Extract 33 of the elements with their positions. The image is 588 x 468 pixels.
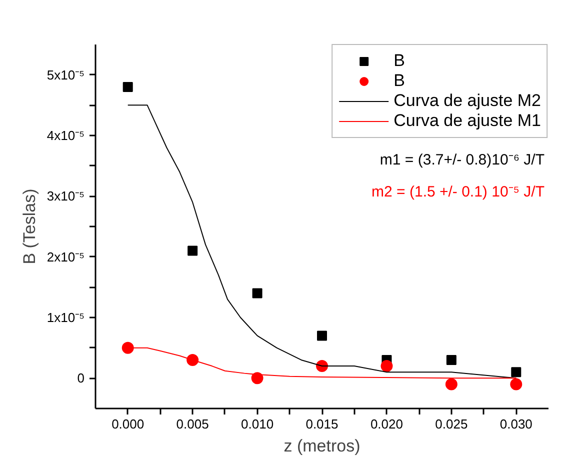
y-tick-label: 3x10⁻⁵: [46, 188, 85, 204]
point: [252, 288, 262, 298]
point: [317, 330, 327, 341]
point: [511, 367, 522, 378]
point: [380, 360, 393, 372]
y-tick-label: 5x10⁻⁵: [46, 67, 85, 82]
point: [251, 372, 264, 384]
x-tick-label: 0.025: [435, 416, 468, 432]
y-tick-label: 1x10⁻⁵: [46, 310, 85, 325]
legend-label: B: [394, 71, 406, 91]
annotation: m1 = (3.7+/- 0.8)10⁻⁶ J/T: [380, 152, 545, 168]
annotation: m2 = (1.5 +/- 0.1) 10⁻⁵ J/T: [372, 184, 544, 200]
x-tick-label: 0.020: [370, 416, 403, 432]
x-tick-label: 0.015: [306, 416, 338, 432]
point: [122, 342, 134, 354]
point: [446, 354, 456, 365]
point: [186, 354, 199, 366]
point: [188, 246, 198, 256]
y-axis-title: B (Teslas): [20, 188, 39, 264]
y-tick-label: 2x10⁻⁵: [46, 249, 85, 264]
x-tick-label: 0.005: [176, 416, 209, 432]
x-tick-label: 0.010: [241, 416, 274, 432]
point: [445, 378, 458, 390]
x-tick-label: 0.030: [500, 416, 532, 432]
point: [122, 82, 133, 92]
point: [510, 378, 522, 390]
legend-label: Curva de ajuste M1: [394, 111, 541, 131]
legend-label: B: [394, 51, 406, 71]
x-axis-title: z (metros): [284, 436, 360, 456]
legend-label: Curva de ajuste M2: [394, 91, 541, 111]
y-tick-label: 0: [77, 370, 85, 386]
y-tick-label: 4x10⁻⁵: [46, 128, 85, 143]
x-tick-label: 0.000: [112, 416, 144, 432]
